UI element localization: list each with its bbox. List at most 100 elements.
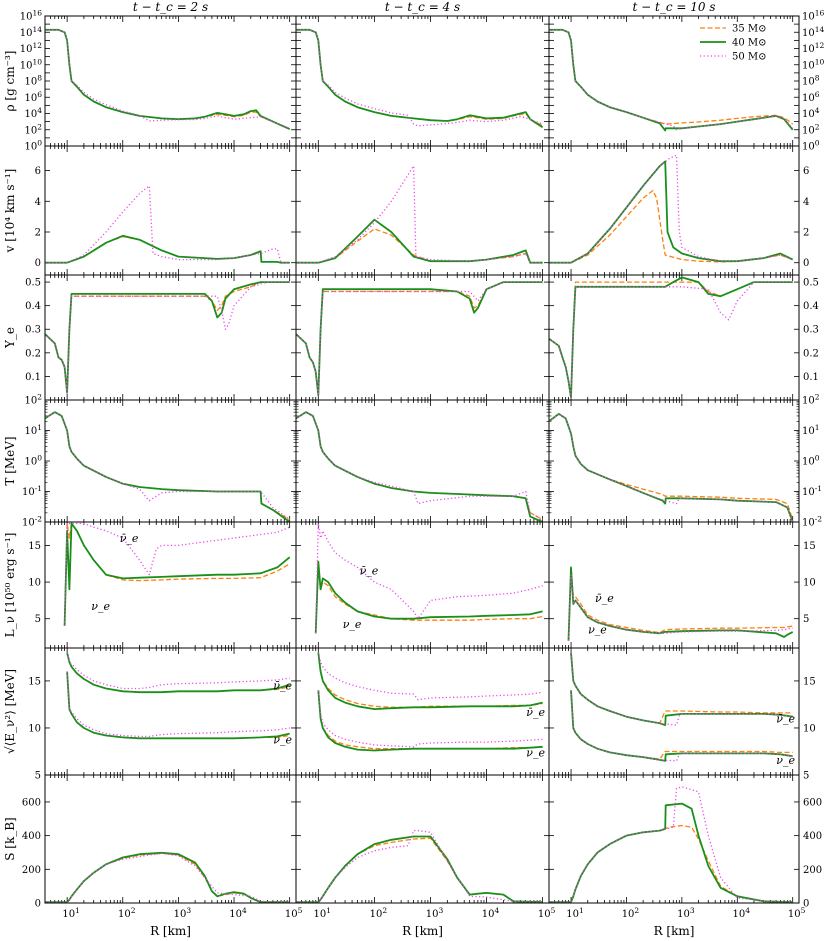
y-tick-label: 102 (24, 122, 42, 136)
y-tick-label: 10 (28, 578, 41, 589)
y-tick-label: 2 (35, 228, 41, 239)
panel-frame (295, 399, 550, 523)
y-tick-label: 1016 (20, 9, 43, 23)
panel-r0-c1: t − t_c = 4 s (295, 0, 550, 147)
y-tick-label: 0 (803, 899, 809, 910)
y-tick-label: 10-1 (22, 484, 42, 498)
series-group (317, 652, 543, 752)
series-line (45, 852, 290, 903)
annotation-label: ν_e (273, 733, 292, 746)
y-tick-label: 5 (803, 771, 809, 782)
y-tick-label: 102 (24, 393, 42, 407)
y-tick-label: 10 (803, 578, 816, 589)
panel-r6-c2: 101 102 103 104 105 R [km] (548, 774, 806, 938)
y-tick-label: 0.1 (25, 372, 41, 383)
series-line (317, 652, 543, 708)
series-group (66, 652, 290, 740)
y-axis-label: L_ν [10⁵⁰ erg s⁻¹] (3, 533, 17, 638)
y-tick-label: 102 (802, 393, 820, 407)
series-group (296, 411, 543, 522)
series-line (567, 574, 793, 641)
series-group (296, 28, 544, 129)
panel-r4-c1: ν̄_e ν_e (295, 521, 550, 649)
y-tick-label: 4 (35, 197, 41, 208)
series-line (45, 29, 290, 130)
panel-r2-c0 (44, 274, 297, 401)
series-line (66, 652, 290, 694)
y-tick-label: 101 (802, 423, 820, 437)
panel-frame (548, 774, 800, 904)
y-tick-label: 1012 (20, 41, 43, 55)
series-line (296, 165, 543, 264)
series-line (45, 852, 290, 903)
y-axis-row-5: 5 5 10 10 15 15 √⟨E_ν²⟩ [MeV] (3, 669, 816, 782)
annotation-label: ν̄_e (120, 532, 139, 545)
panel-r0-c2: t − t_c = 10 s (548, 0, 800, 147)
series-line (549, 160, 794, 264)
x-tick-label: 104 (229, 906, 247, 920)
y-tick-label: 400 (22, 831, 41, 842)
y-tick-label: 108 (24, 74, 42, 88)
series-line (549, 29, 794, 131)
series-line (549, 413, 794, 522)
series-line (45, 411, 291, 521)
series-group (45, 851, 290, 903)
series-group (45, 411, 291, 522)
series-group (45, 281, 290, 394)
panel-frame (44, 647, 297, 776)
series-line (296, 829, 543, 903)
y-axis-label: v [10⁴ km s⁻¹] (3, 169, 17, 254)
series-group (45, 28, 291, 130)
series-line (549, 281, 793, 399)
series-line (317, 690, 543, 750)
annotation-label: ν̄_e (273, 680, 292, 693)
panel-r4-c2: ν̄_e ν_e (548, 521, 800, 649)
y-tick-label: 15 (803, 676, 816, 687)
panel-frame (548, 274, 800, 401)
series-line (317, 652, 543, 710)
y-tick-label: 0.3 (25, 325, 41, 336)
y-tick-label: 1010 (20, 57, 43, 71)
y-tick-label: 5 (35, 614, 41, 625)
series-line (296, 411, 543, 522)
series-group (570, 652, 793, 762)
series-line (296, 218, 543, 264)
y-tick-label: 600 (22, 797, 41, 808)
annotation-label: ν̄_e (526, 706, 545, 719)
legend-label: 40 M⊙ (732, 38, 767, 49)
x-tick-label: 102 (370, 906, 388, 920)
column-title: t − t_c = 10 s (633, 0, 716, 14)
series-line (66, 671, 290, 740)
y-tick-label: 104 (24, 106, 42, 120)
series-line (567, 566, 793, 641)
y-tick-label: 108 (802, 74, 820, 88)
series-line (63, 522, 291, 627)
series-line (45, 281, 290, 394)
series-line (45, 281, 290, 394)
y-tick-label: 1016 (802, 9, 825, 23)
x-tick-label: 105 (788, 906, 806, 920)
column-title: t − t_c = 2 s (133, 0, 208, 14)
series-line (549, 413, 794, 520)
series-line (63, 522, 291, 627)
panel-frame (295, 521, 550, 649)
series-line (549, 276, 793, 399)
y-tick-label: 10 (803, 723, 816, 734)
y-tick-label: 0.1 (803, 372, 819, 383)
legend: 35 M⊙ 40 M⊙ 50 M⊙ (700, 24, 767, 63)
x-tick-label: 104 (733, 906, 751, 920)
series-line (549, 413, 794, 522)
y-tick-label: 15 (28, 676, 41, 687)
y-tick-label: 200 (22, 865, 41, 876)
series-line (296, 835, 543, 903)
panel-r4-c0: ν̄_e ν_e (44, 521, 297, 649)
y-tick-label: 0 (35, 899, 41, 910)
y-tick-label: 0.5 (25, 278, 41, 289)
y-axis-label: ρ [g cm⁻³] (3, 51, 17, 112)
y-tick-label: 1010 (802, 57, 825, 71)
y-tick-label: 100 (802, 139, 820, 153)
y-tick-label: 1014 (20, 25, 43, 39)
x-tick-label: 101 (314, 906, 332, 920)
series-line (317, 652, 543, 701)
x-tick-label: 103 (174, 906, 192, 920)
